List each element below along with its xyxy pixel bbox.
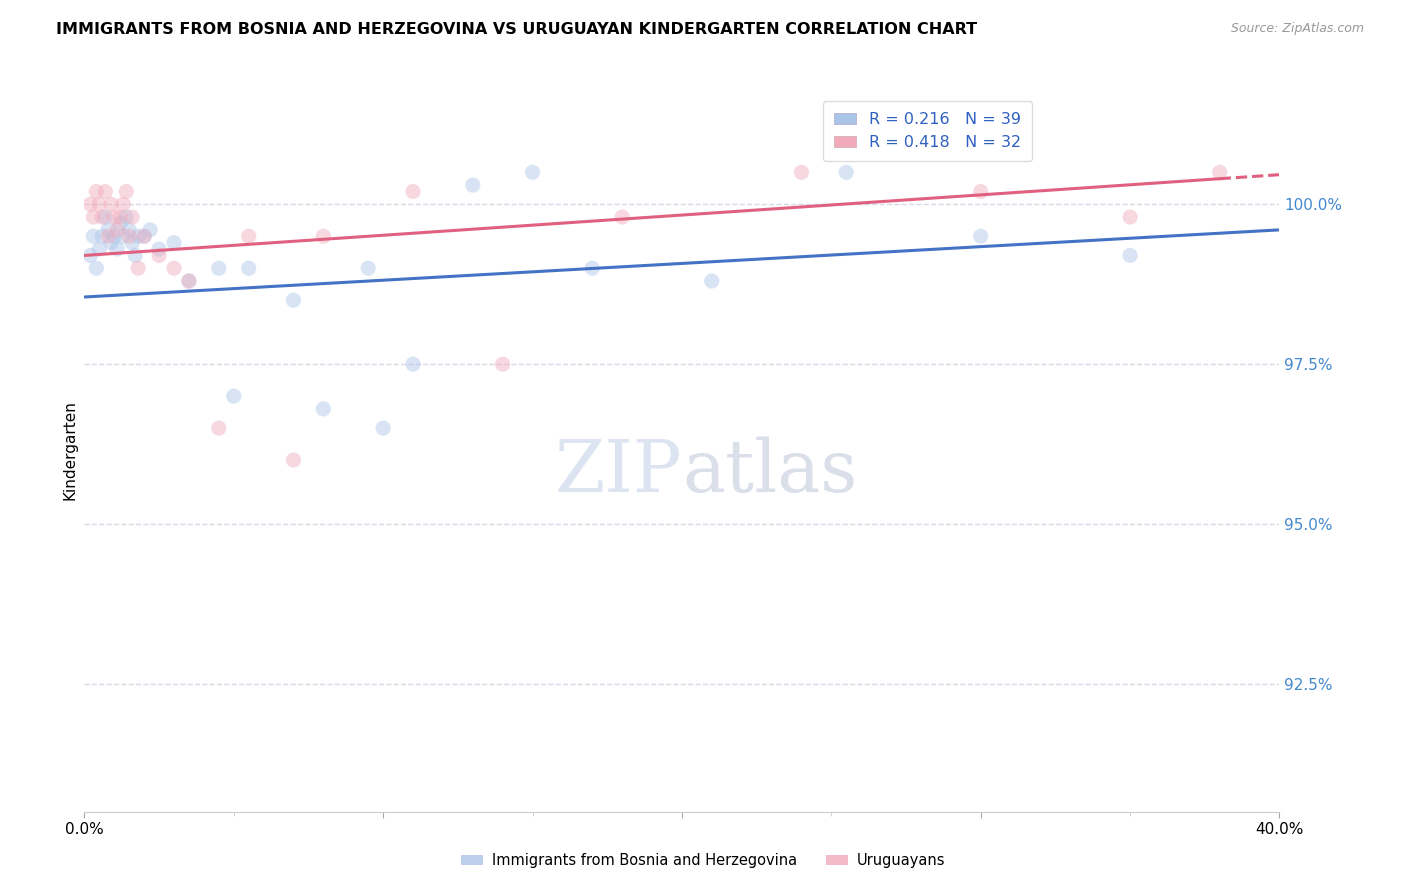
Point <box>91 229 114 244</box>
Point <box>86 261 108 276</box>
Point <box>177 274 200 288</box>
Point <box>100 235 122 250</box>
Point <box>208 261 231 276</box>
Point <box>238 261 260 276</box>
Point <box>612 210 634 224</box>
Point <box>132 229 156 244</box>
Point <box>97 223 120 237</box>
Point <box>177 274 200 288</box>
Point <box>103 229 125 244</box>
Point <box>1209 165 1232 179</box>
Point <box>581 261 603 276</box>
Text: atlas: atlas <box>682 437 858 508</box>
Point <box>103 210 125 224</box>
Point <box>402 357 425 371</box>
Point <box>118 229 141 244</box>
Point <box>148 242 170 256</box>
Point <box>89 242 111 256</box>
Point <box>127 261 149 276</box>
Point <box>357 261 380 276</box>
Point <box>100 197 122 211</box>
Point <box>132 229 156 244</box>
Point <box>461 178 484 193</box>
Point <box>402 185 425 199</box>
Y-axis label: Kindergarten: Kindergarten <box>62 401 77 500</box>
Point <box>79 248 101 262</box>
Point <box>1119 210 1142 224</box>
Point <box>208 421 231 435</box>
Point <box>127 229 149 244</box>
Point <box>82 229 104 244</box>
Point <box>222 389 245 403</box>
Point <box>970 229 993 244</box>
Point <box>522 165 544 179</box>
Text: IMMIGRANTS FROM BOSNIA AND HERZEGOVINA VS URUGUAYAN KINDERGARTEN CORRELATION CHA: IMMIGRANTS FROM BOSNIA AND HERZEGOVINA V… <box>56 22 977 37</box>
Point <box>124 248 146 262</box>
Point <box>790 165 813 179</box>
Point <box>86 185 108 199</box>
Point <box>121 210 143 224</box>
Point <box>115 210 138 224</box>
Point <box>82 210 104 224</box>
Point <box>112 229 135 244</box>
Text: ZIP: ZIP <box>554 437 682 508</box>
Text: Source: ZipAtlas.com: Source: ZipAtlas.com <box>1230 22 1364 36</box>
Point <box>89 197 111 211</box>
Legend: Immigrants from Bosnia and Herzegovina, Uruguayans: Immigrants from Bosnia and Herzegovina, … <box>456 847 950 874</box>
Point <box>94 210 117 224</box>
Point <box>312 401 335 416</box>
Point <box>105 242 128 256</box>
Point <box>110 210 132 224</box>
Point <box>121 235 143 250</box>
Point <box>283 453 305 467</box>
Point <box>163 261 186 276</box>
Point <box>97 229 120 244</box>
Point <box>312 229 335 244</box>
Point <box>79 197 101 211</box>
Point <box>835 165 858 179</box>
Point <box>118 223 141 237</box>
Point <box>492 357 515 371</box>
Point <box>163 235 186 250</box>
Point <box>91 210 114 224</box>
Point <box>148 248 170 262</box>
Point <box>283 293 305 308</box>
Point <box>110 217 132 231</box>
Point <box>94 185 117 199</box>
Point <box>700 274 723 288</box>
Point <box>373 421 395 435</box>
Point <box>105 223 128 237</box>
Point <box>1119 248 1142 262</box>
Point <box>139 223 162 237</box>
Point <box>115 185 138 199</box>
Legend: R = 0.216   N = 39, R = 0.418   N = 32: R = 0.216 N = 39, R = 0.418 N = 32 <box>823 101 1032 161</box>
Point <box>112 197 135 211</box>
Point <box>238 229 260 244</box>
Point <box>970 185 993 199</box>
